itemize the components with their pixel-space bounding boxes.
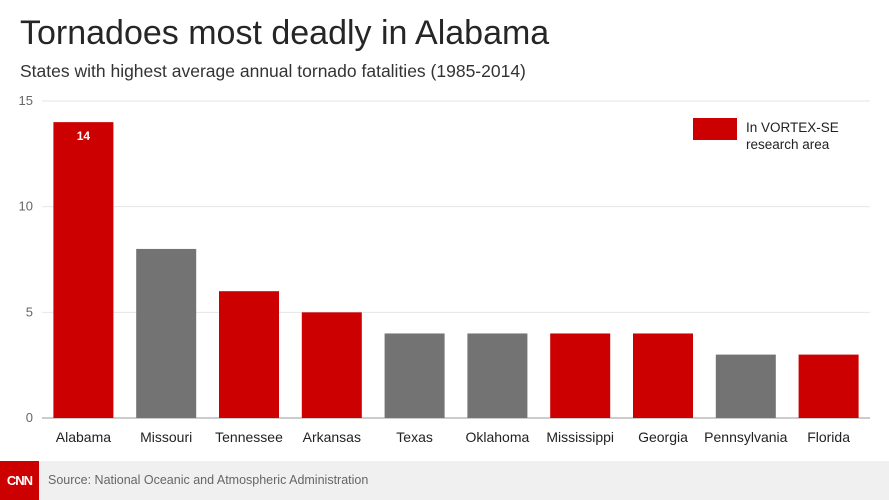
bar-oklahoma <box>467 333 528 418</box>
legend-label-vortex-se: In VORTEX-SE research area <box>746 120 839 152</box>
y-axis-ticks: 0 5 10 15 <box>19 93 33 425</box>
bar-florida <box>798 354 859 418</box>
x-axis-labels: Alabama Missouri Tennessee Arkansas Texas Okl… <box>56 429 850 445</box>
data-label-alabama: 14 <box>77 129 91 143</box>
x-tick-label-texas: Texas <box>396 429 433 445</box>
bar-tennessee <box>219 291 279 418</box>
x-tick-label-oklahoma: Oklahoma <box>465 429 529 445</box>
bar-chart: 0 5 10 15 Alabama Missouri Tennessee Arkansas T… <box>19 93 870 445</box>
x-tick-label-mississippi: Mississippi <box>546 429 614 445</box>
x-tick-label-pennsylvania: Pennsylvania <box>704 429 787 445</box>
chart-subtitle: States with highest average annual torna… <box>20 61 526 81</box>
legend: In VORTEX-SE research area <box>693 118 839 152</box>
x-tick-label-florida: Florida <box>807 429 850 445</box>
y-tick-label-0: 0 <box>26 410 33 425</box>
legend-label-line-1: In VORTEX-SE <box>746 120 839 135</box>
y-tick-label-5: 5 <box>26 304 33 319</box>
source-note: Source: National Oceanic and Atmospheric… <box>48 473 369 487</box>
bar-arkansas <box>301 312 362 418</box>
legend-swatch-vortex-se <box>693 118 737 140</box>
bars <box>53 122 859 418</box>
bar-alabama <box>53 122 114 418</box>
x-tick-label-missouri: Missouri <box>140 429 192 445</box>
y-tick-label-15: 15 <box>19 93 33 108</box>
chart-title: Tornadoes most deadly in Alabama <box>20 14 550 52</box>
bar-texas <box>384 333 445 418</box>
x-tick-label-georgia: Georgia <box>638 429 688 445</box>
cnn-logo: CNN <box>0 461 39 500</box>
legend-label-line-2: research area <box>746 137 830 152</box>
x-tick-label-tennessee: Tennessee <box>215 429 283 445</box>
y-tick-label-10: 10 <box>19 199 33 214</box>
bar-pennsylvania <box>715 354 776 418</box>
x-tick-label-arkansas: Arkansas <box>303 429 361 445</box>
bar-georgia <box>633 333 693 418</box>
x-tick-label-alabama: Alabama <box>56 429 111 445</box>
data-labels: 14 <box>77 129 91 143</box>
bar-missouri <box>136 248 197 418</box>
bar-mississippi <box>550 333 611 418</box>
footer-bar <box>0 461 889 500</box>
